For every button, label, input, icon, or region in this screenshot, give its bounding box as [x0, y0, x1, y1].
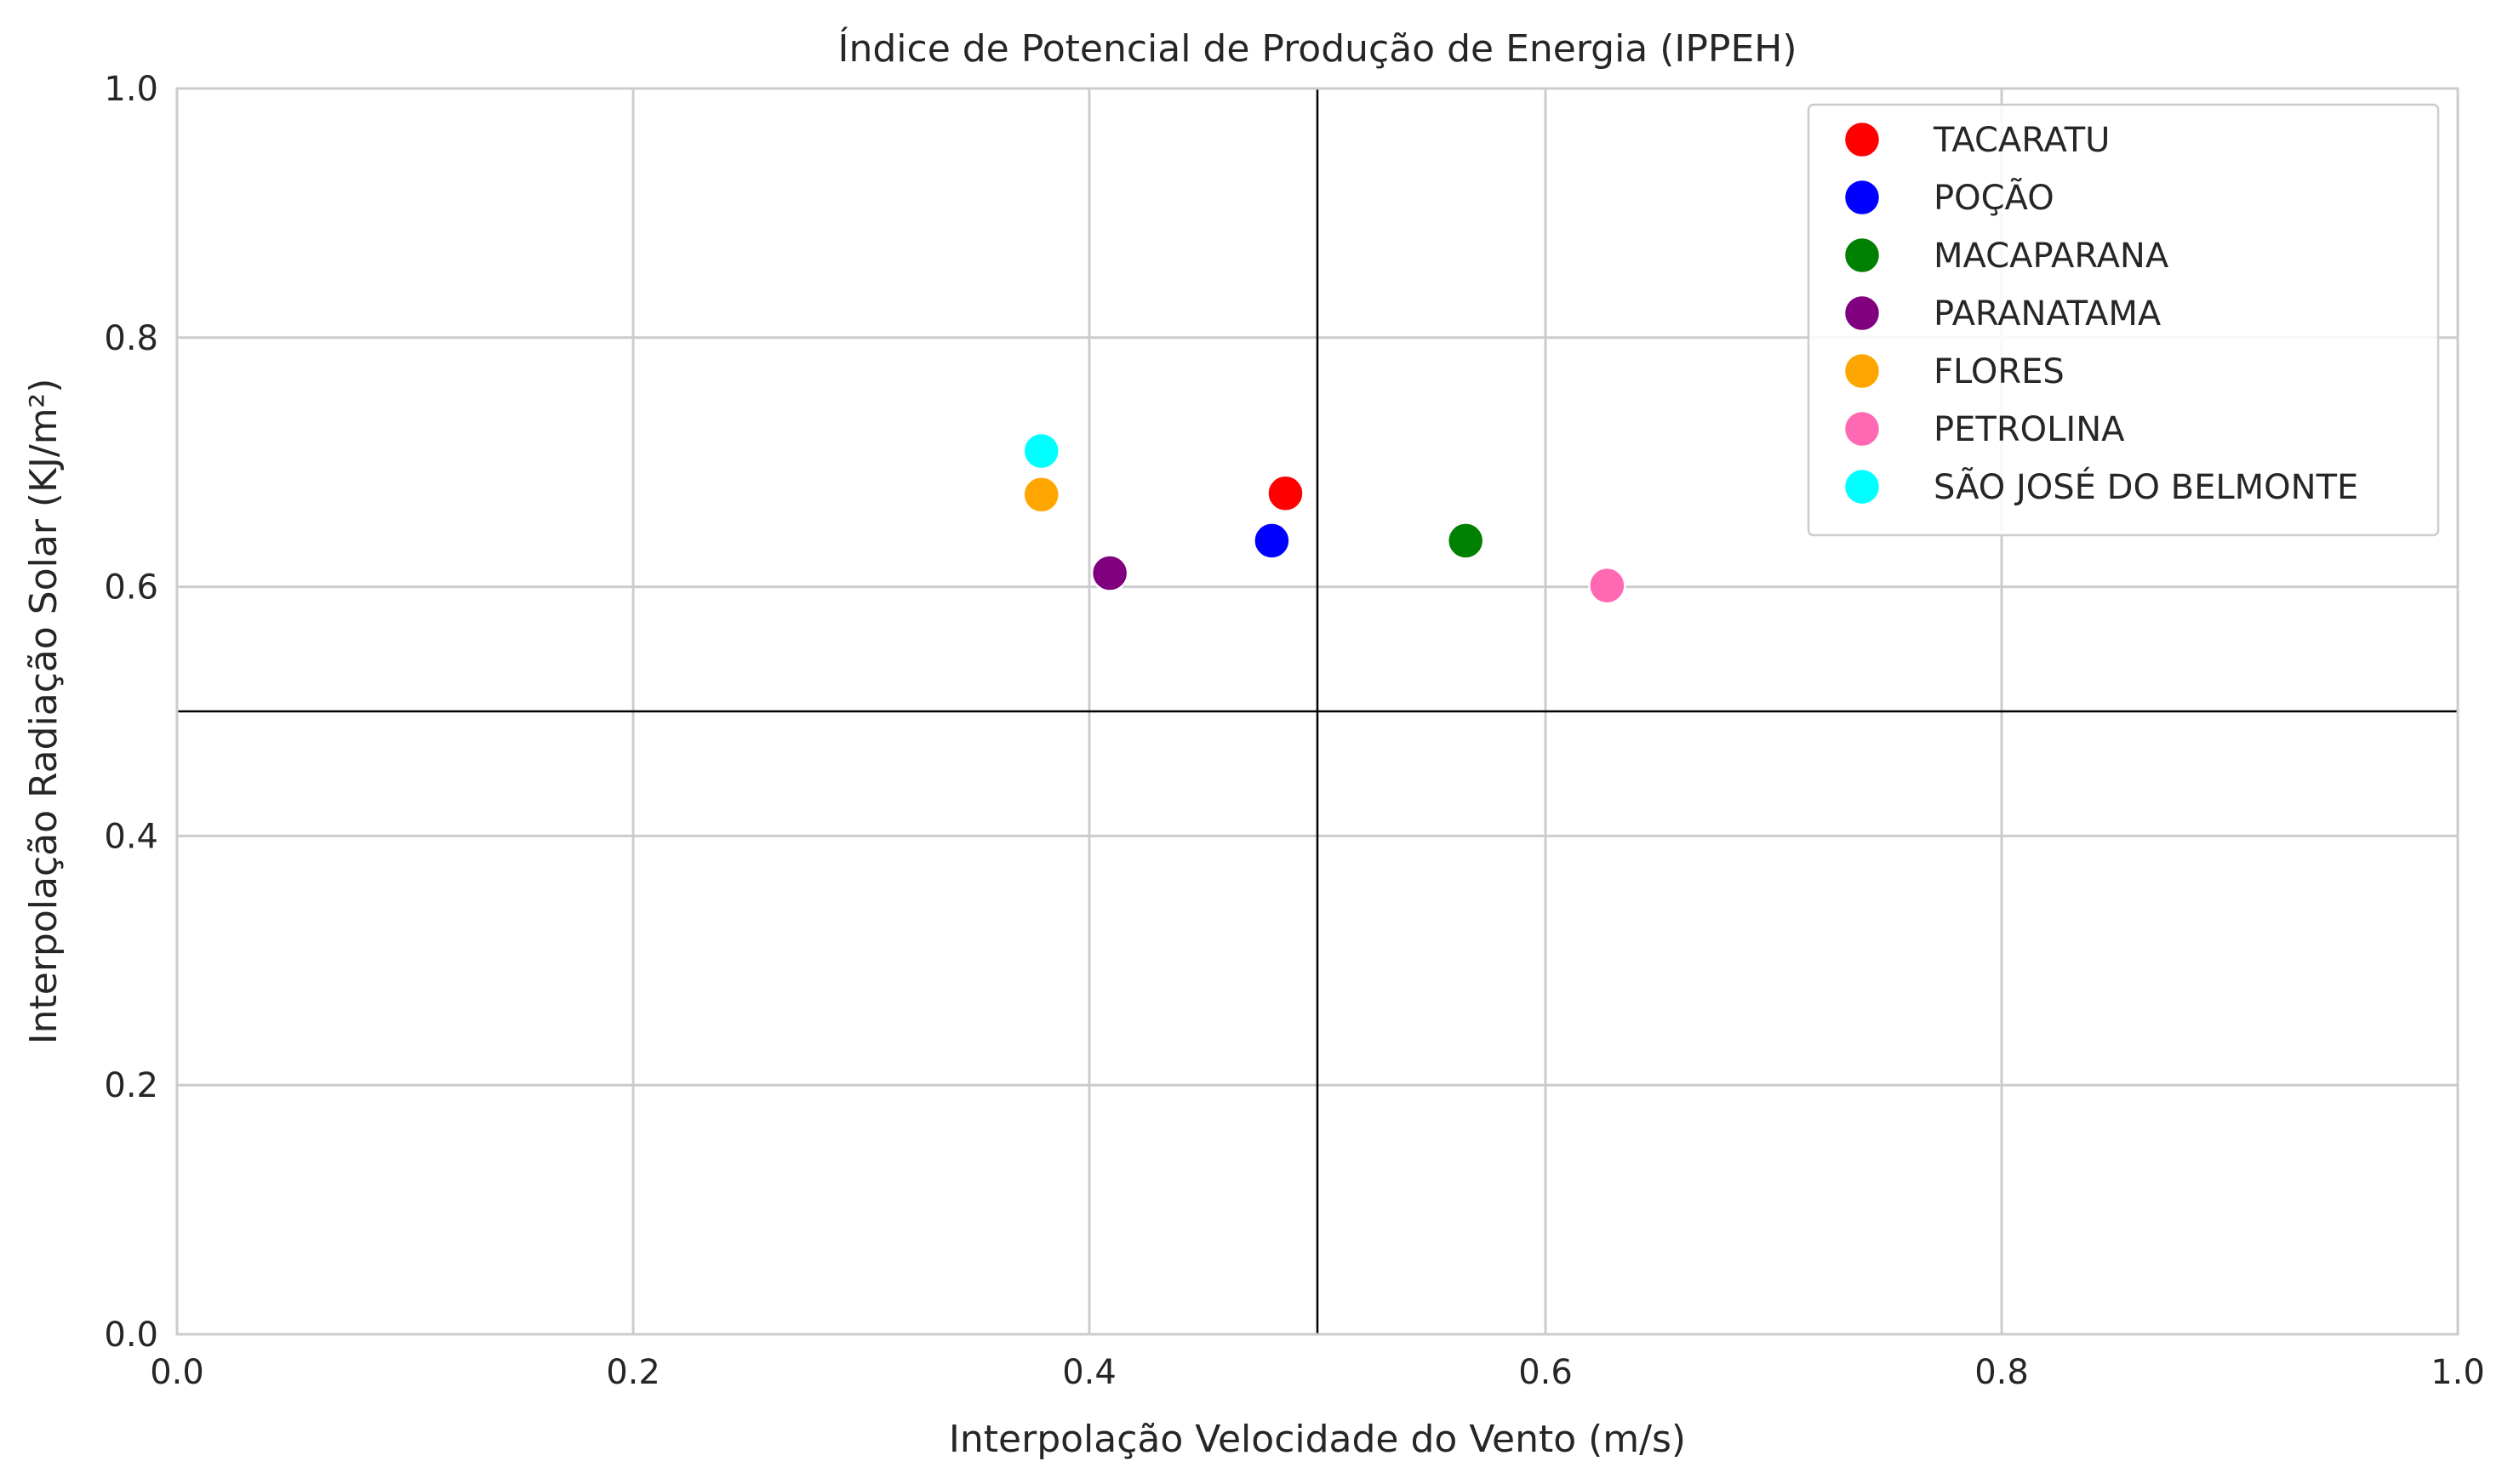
legend-marker — [1842, 294, 1882, 333]
legend-label: POÇÃO — [1934, 177, 2054, 218]
legend-marker — [1842, 178, 1882, 217]
legend-label: SÃO JOSÉ DO BELMONTE — [1934, 466, 2358, 507]
y-tick-label: 0.8 — [104, 319, 158, 358]
data-point — [1446, 522, 1485, 560]
y-axis-label: Interpolação Radiação Solar (KJ/m²) — [22, 379, 66, 1045]
legend-label: PARANATAMA — [1934, 294, 2162, 334]
legend-marker — [1842, 120, 1882, 159]
legend-marker — [1842, 409, 1882, 448]
legend-marker — [1842, 351, 1882, 391]
chart-title: Índice de Potencial de Produção de Energ… — [837, 26, 1797, 71]
data-point — [1022, 476, 1060, 514]
data-point — [1090, 554, 1129, 592]
x-tick-label: 0.0 — [150, 1353, 204, 1392]
x-tick-label: 1.0 — [2431, 1353, 2485, 1392]
x-tick-label: 0.2 — [606, 1353, 660, 1392]
y-tick-label: 0.0 — [104, 1316, 158, 1355]
data-points — [1022, 431, 1626, 605]
y-tick-label: 0.4 — [104, 817, 158, 856]
legend-marker — [1842, 467, 1882, 506]
y-tick-label: 1.0 — [104, 70, 158, 109]
data-point — [1022, 431, 1060, 471]
legend-label: TACARATU — [1933, 121, 2110, 160]
y-tick-label: 0.6 — [104, 568, 158, 608]
plot-frame — [175, 87, 2459, 1336]
y-tick-label: 0.2 — [104, 1066, 158, 1105]
legend-marker — [1842, 236, 1882, 275]
data-point — [1266, 474, 1305, 513]
legend-label: PETROLINA — [1934, 410, 2125, 449]
x-tick-label: 0.6 — [1518, 1353, 1573, 1392]
legend-label: FLORES — [1934, 352, 2065, 391]
data-point — [1588, 566, 1626, 605]
legend-frame — [1807, 103, 2440, 537]
reference-lines — [177, 88, 2458, 1334]
x-tick-labels: 0.0 0.2 0.4 0.6 0.8 1.0 — [150, 1353, 2485, 1392]
data-point — [1253, 522, 1291, 560]
legend: TACARATU POÇÃO MACAPARANA PARANATAMA FLORES P… — [1807, 103, 2440, 537]
x-tick-label: 0.4 — [1062, 1353, 1117, 1392]
legend-items: TACARATU POÇÃO MACAPARANA PARANATAMA FLORES P… — [1842, 120, 2358, 507]
x-axis-label: Interpolação Velocidade do Vento (m/s) — [949, 1418, 1686, 1461]
y-tick-labels: 0.0 0.2 0.4 0.6 0.8 1.0 — [104, 70, 158, 1355]
x-tick-label: 0.8 — [1974, 1353, 2029, 1392]
legend-label: MACAPARANA — [1934, 237, 2169, 276]
